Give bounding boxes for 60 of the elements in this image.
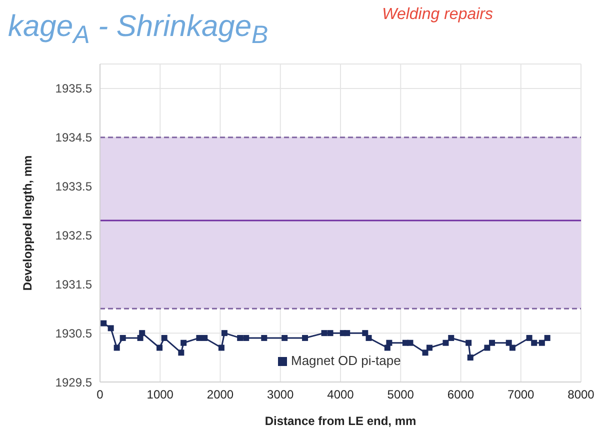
point [467, 354, 474, 361]
point [327, 330, 334, 336]
point [120, 334, 126, 341]
point [466, 340, 472, 346]
point [422, 350, 428, 356]
point [362, 330, 368, 336]
x-tick-label: 4000 [327, 388, 354, 402]
point [261, 334, 268, 341]
x-tick-label: 7000 [508, 388, 535, 402]
x-tick-label: 1000 [146, 388, 174, 402]
point [139, 330, 146, 336]
y-axis-title: Developped length, mm [20, 155, 34, 291]
y-tick-label: 1934.5 [55, 130, 92, 145]
point [321, 330, 328, 336]
point [218, 344, 224, 351]
point [202, 334, 208, 341]
point [407, 340, 414, 346]
point [366, 334, 372, 341]
y-tick-label: 1933.5 [55, 180, 92, 194]
point [448, 334, 454, 341]
chart-title: kage$_{A}$ - Shrinkage$_{B}$ [8, 10, 268, 50]
x-tick-label: 6000 [447, 388, 474, 402]
point [114, 344, 120, 351]
x-axis-title: Distance from LE end, mm [264, 414, 416, 428]
x-tick-label: 5000 [387, 388, 414, 402]
point [531, 340, 538, 346]
point [484, 344, 490, 351]
y-tick-label: 1930.5 [55, 326, 92, 340]
y-tick-label: 1935.5 [55, 82, 92, 96]
point [426, 344, 432, 351]
point [237, 334, 244, 341]
point [161, 334, 168, 341]
y-tick-label: 1929.5 [55, 375, 92, 390]
point [156, 344, 163, 351]
point [544, 334, 550, 341]
point [282, 334, 288, 341]
point [221, 330, 228, 336]
text: Welding repairs [382, 6, 493, 24]
point [178, 350, 184, 356]
x-tick-label: 2000 [206, 388, 234, 402]
y-tick-label: 1932.5 [55, 228, 92, 242]
x-tick-label: 3000 [267, 388, 294, 402]
point [100, 320, 107, 326]
point [538, 340, 545, 346]
legend-label: Magnet OD pi-tape [291, 353, 401, 368]
point [442, 340, 449, 346]
point [243, 334, 250, 341]
point [180, 340, 187, 346]
y-tick-label: 1931.5 [55, 277, 92, 292]
point [386, 340, 392, 346]
x-tick-label: 0 [96, 388, 104, 402]
x-tick-label: 8000 [568, 388, 595, 402]
point [506, 340, 512, 346]
point [302, 334, 308, 341]
point [489, 340, 496, 346]
point [108, 325, 114, 332]
point [526, 334, 532, 341]
point [344, 330, 350, 336]
point [196, 334, 202, 341]
point [509, 344, 516, 351]
